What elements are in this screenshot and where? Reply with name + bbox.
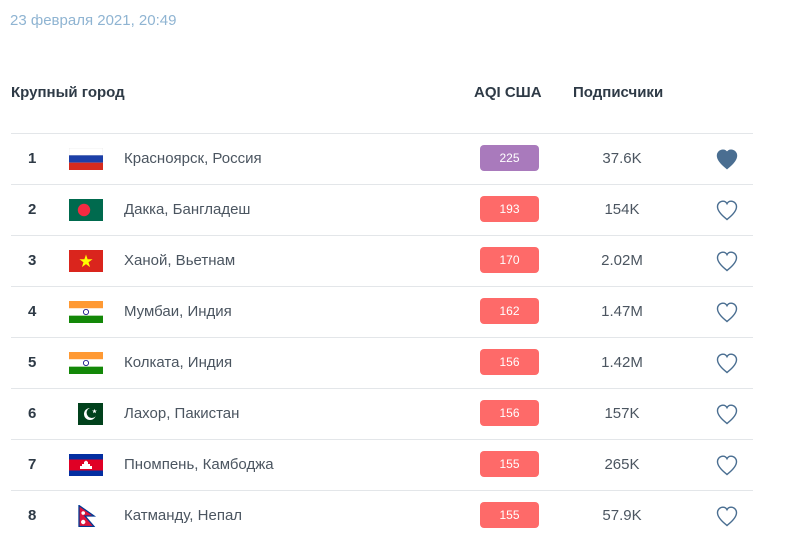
subscriber-count: 157K — [604, 405, 640, 422]
rank-number: 4 — [28, 303, 37, 320]
heart-icon[interactable] — [715, 301, 739, 323]
rank-number: 3 — [28, 252, 37, 269]
table-row[interactable]: 8 Катманду, Непал 155 57.9K — [11, 490, 753, 537]
city-name[interactable]: Лахор, Пакистан — [124, 405, 240, 422]
rank-number: 6 — [28, 405, 37, 422]
aqi-badge: 155 — [480, 502, 539, 528]
aqi-badge: 193 — [480, 196, 539, 222]
bangladesh-flag — [69, 199, 103, 221]
rank-number: 2 — [28, 201, 37, 218]
vietnam-flag — [69, 250, 103, 272]
aqi-badge: 162 — [480, 298, 539, 324]
table-row[interactable]: 7 Пномпень, Камбоджа 155 265K — [11, 439, 753, 490]
column-header-city: Крупный город — [11, 84, 125, 101]
subscriber-count: 57.9K — [602, 507, 642, 524]
aqi-badge: 170 — [480, 247, 539, 273]
india-flag — [69, 301, 103, 323]
city-name[interactable]: Ханой, Вьетнам — [124, 252, 236, 269]
subscriber-count: 265K — [604, 456, 640, 473]
timestamp: 23 февраля 2021, 20:49 — [10, 12, 177, 29]
city-name[interactable]: Красноярск, Россия — [124, 150, 262, 167]
table-row[interactable]: 2 Дакка, Бангладеш 193 154K — [11, 184, 753, 235]
city-name[interactable]: Мумбаи, Индия — [124, 303, 232, 320]
heart-icon[interactable] — [715, 148, 739, 170]
table-row[interactable]: 6 Лахор, Пакистан 156 157K — [11, 388, 753, 439]
heart-icon[interactable] — [715, 403, 739, 425]
table-row[interactable]: 4 Мумбаи, Индия 162 1.47M — [11, 286, 753, 337]
pakistan-flag — [69, 403, 103, 425]
column-header-aqi: AQI США — [474, 84, 542, 101]
aqi-badge: 156 — [480, 349, 539, 375]
india-flag — [69, 352, 103, 374]
rank-number: 1 — [28, 150, 37, 167]
table-row[interactable]: 3 Ханой, Вьетнам 170 2.02M — [11, 235, 753, 286]
table-header: Крупный город AQI США Подписчики — [0, 84, 787, 106]
aqi-badge: 156 — [480, 400, 539, 426]
column-header-subscribers: Подписчики — [573, 84, 664, 101]
cambodia-flag — [69, 454, 103, 476]
subscriber-count: 154K — [604, 201, 640, 218]
subscriber-count: 1.47M — [601, 303, 643, 320]
heart-icon[interactable] — [715, 505, 739, 527]
russia-flag — [69, 148, 103, 170]
table-row[interactable]: 5 Колката, Индия 156 1.42M — [11, 337, 753, 388]
city-name[interactable]: Пномпень, Камбоджа — [124, 456, 274, 473]
subscriber-count: 37.6K — [602, 150, 642, 167]
aqi-badge: 225 — [480, 145, 539, 171]
heart-icon[interactable] — [715, 250, 739, 272]
aqi-badge: 155 — [480, 451, 539, 477]
subscriber-count: 1.42M — [601, 354, 643, 371]
city-ranking-table: 1 Красноярск, Россия 225 37.6K 2 Дакка, … — [11, 133, 753, 537]
nepal-flag — [69, 505, 103, 527]
heart-icon[interactable] — [715, 454, 739, 476]
rank-number: 7 — [28, 456, 37, 473]
city-name[interactable]: Катманду, Непал — [124, 507, 243, 524]
city-name[interactable]: Дакка, Бангладеш — [124, 201, 251, 218]
subscriber-count: 2.02M — [601, 252, 643, 269]
city-name[interactable]: Колката, Индия — [124, 354, 233, 371]
heart-icon[interactable] — [715, 352, 739, 374]
rank-number: 5 — [28, 354, 37, 371]
heart-icon[interactable] — [715, 199, 739, 221]
table-row[interactable]: 1 Красноярск, Россия 225 37.6K — [11, 133, 753, 184]
rank-number: 8 — [28, 507, 37, 524]
